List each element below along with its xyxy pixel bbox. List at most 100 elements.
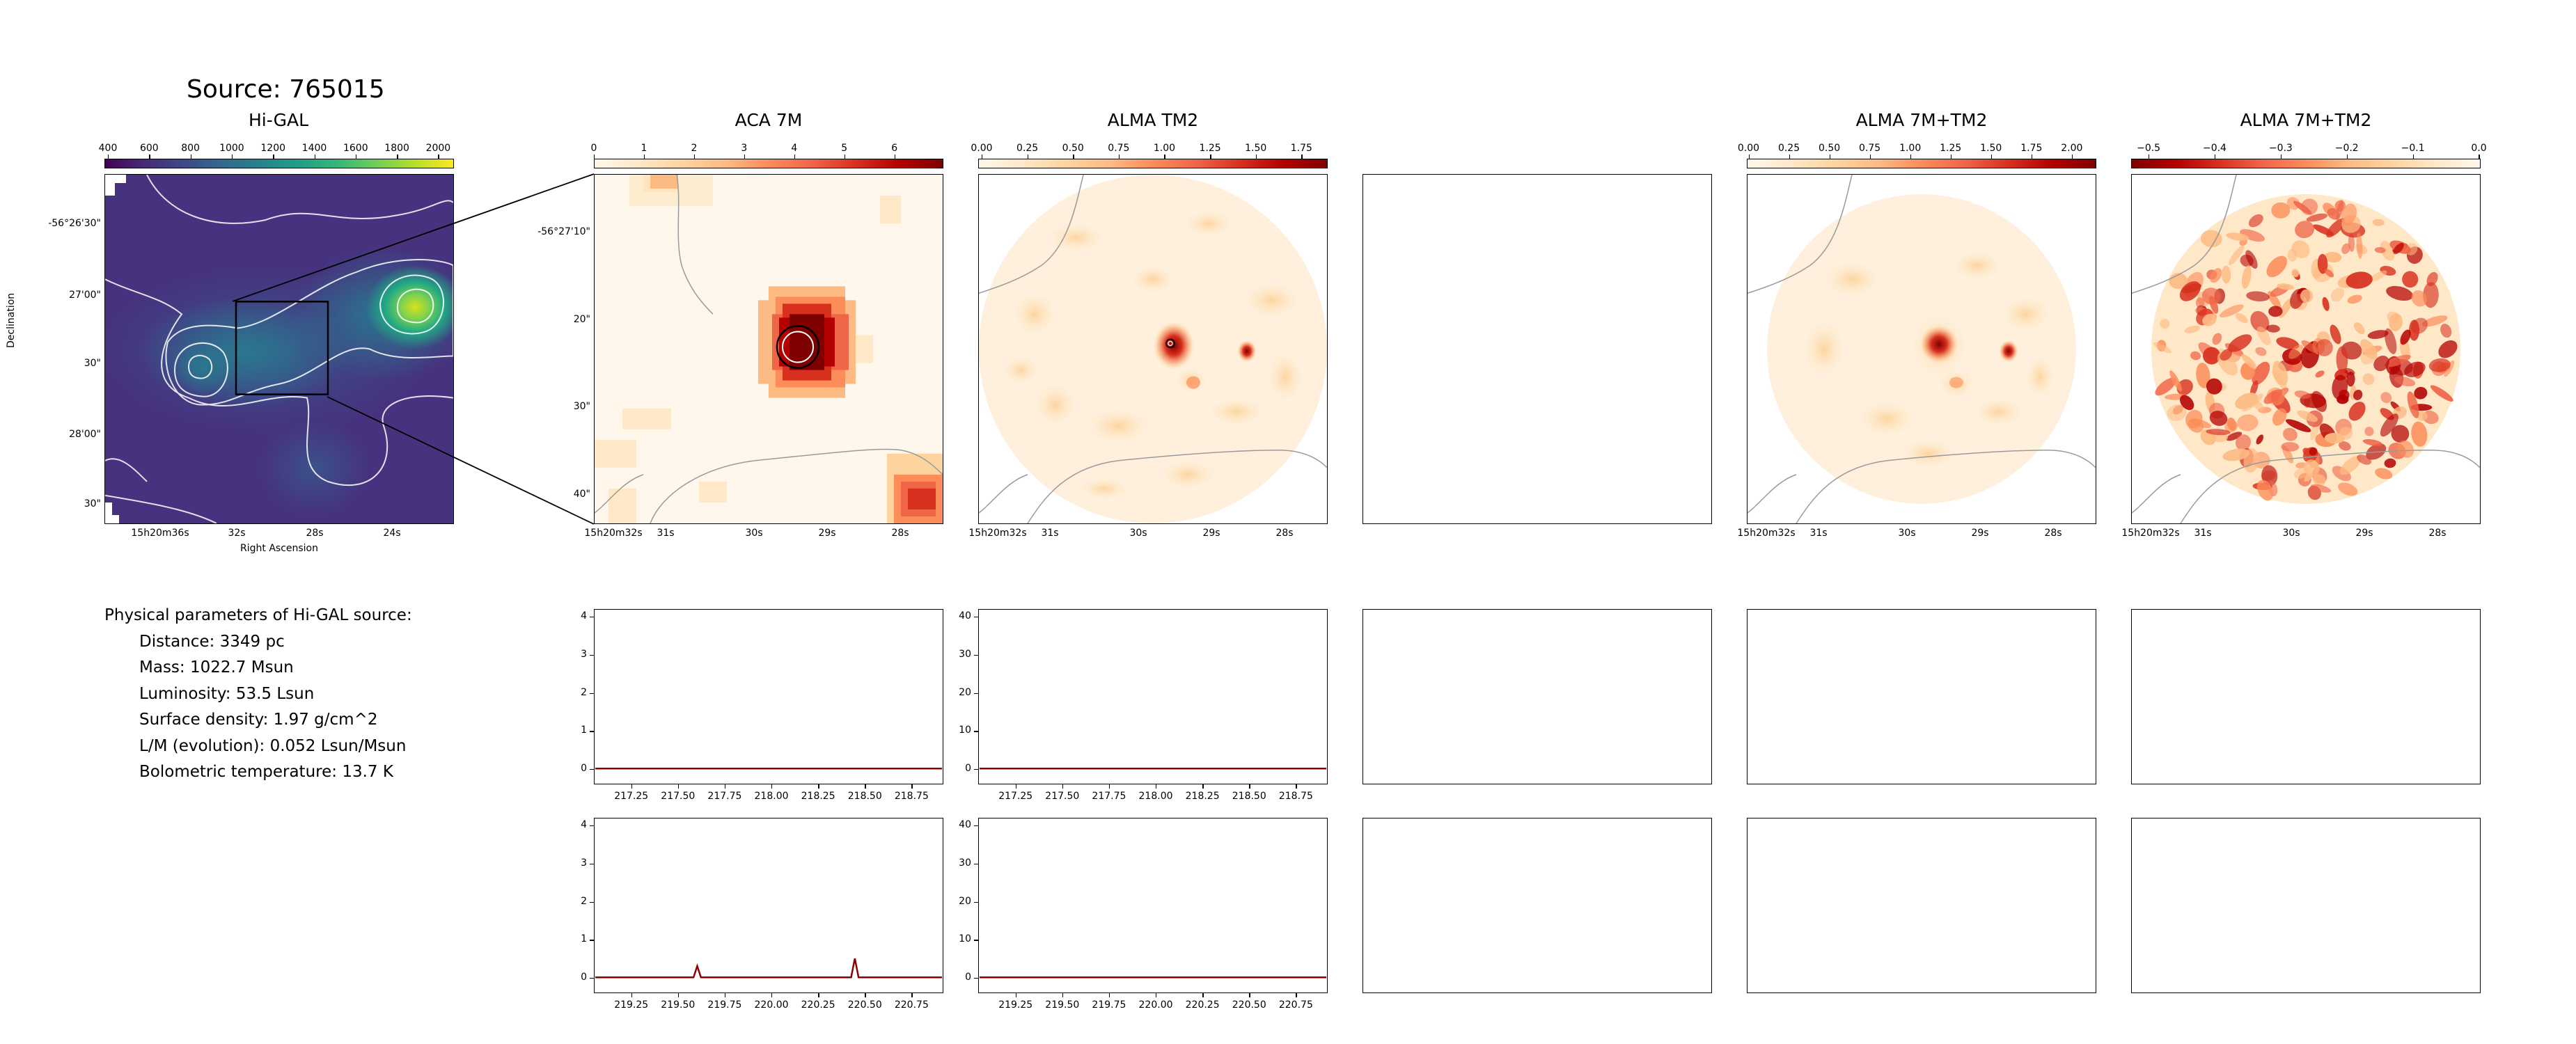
speckle-blob: [2209, 295, 2219, 314]
speckle-blob: [2250, 310, 2270, 333]
speckle-blob: [2313, 224, 2334, 236]
speckle-blob: [2301, 340, 2318, 353]
speckle-blob: [2367, 330, 2389, 339]
colorbar-tick-mark: [1869, 155, 1871, 159]
spectrum-x-tick-label: 218.50: [847, 791, 882, 802]
tm2-ra-tick: 29s: [1202, 528, 1220, 539]
colorbar-tick-label: 6: [891, 143, 898, 154]
speckle-blob: [2306, 213, 2328, 222]
colorbar-tick-mark: [149, 155, 150, 159]
speckle-blob: [2195, 297, 2205, 308]
colorbar-tick-label: 2.00: [2061, 143, 2083, 154]
speckle-blob: [2256, 434, 2264, 445]
speckle-blob: [2212, 333, 2222, 345]
spectrum-x-tick-mark: [677, 784, 680, 789]
speckle-blob: [2339, 455, 2362, 475]
aca7m-ra-tick: 30s: [745, 528, 763, 539]
spectrum-x-tick-label: 219.50: [661, 999, 696, 1011]
colorbar-tick-label: 1.00: [1899, 143, 1922, 154]
combo_neg-ra-tick: 28s: [2428, 528, 2447, 539]
colorbar-tick-mark: [693, 155, 696, 159]
spectrum-x-tick-label: 219.25: [614, 999, 649, 1011]
spectrum-x-tick-label: 217.25: [614, 791, 649, 802]
speckle-blob: [2281, 442, 2300, 452]
speckle-blob: [2324, 269, 2334, 278]
higal-xlabel: Right Ascension: [240, 543, 318, 554]
spectrum-x-tick-mark: [911, 993, 913, 997]
higal-ra-tick: 24s: [383, 528, 401, 539]
speckle-blob: [2220, 349, 2233, 361]
speckle-blob: [2295, 221, 2315, 239]
spectrum-y-tick-mark: [974, 978, 978, 979]
spectrum-x-tick-mark: [1249, 784, 1250, 789]
speckle-blob: [2337, 482, 2358, 496]
colorbar-tick-mark: [438, 155, 439, 159]
spectrum-y-tick-mark: [974, 654, 978, 656]
speckle-blob: [2167, 404, 2187, 421]
colorbar-tick-mark: [2280, 155, 2282, 159]
colorbar-tick-mark: [273, 155, 274, 159]
aca7m-map: [595, 175, 943, 523]
speckle-blob: [2252, 361, 2270, 386]
colorbar-tick-mark: [1301, 155, 1303, 159]
colorbar-tick-label: 600: [139, 143, 159, 154]
aca7m-dec-tick: -56°27'10": [537, 226, 590, 237]
spectrum-y-tick-label: 0: [965, 972, 971, 983]
speckle-blob: [2246, 291, 2270, 302]
spectrum-x-tick-mark: [1202, 993, 1204, 997]
speckle-blob: [2374, 247, 2386, 253]
combo-neg-title: ALMA 7M+TM2: [2240, 110, 2372, 130]
spectrum-plot: [979, 976, 1327, 979]
colorbar-tick-label: 800: [181, 143, 200, 154]
combo-neg-map: [2132, 175, 2480, 523]
colorbar-tick-label: 5: [841, 143, 848, 154]
speckle-blob: [2362, 438, 2382, 446]
colorbar-tick-label: 1.25: [1199, 143, 1221, 154]
speckle-blob: [2330, 287, 2345, 302]
physical-parameters: Physical parameters of Hi-GAL source: Di…: [104, 603, 412, 786]
aca7m-ra-tick: 28s: [891, 528, 909, 539]
colorbar-tick-label: 0.50: [1062, 143, 1084, 154]
speckle-blob: [2268, 306, 2283, 317]
colorbar-tick-label: 1.75: [1290, 143, 1312, 154]
aca7m-ra-tick: 29s: [818, 528, 836, 539]
spectrum-x-tick-mark: [677, 993, 680, 997]
spectrum-y-tick-label: 3: [581, 648, 587, 660]
speckle-blob: [2237, 414, 2259, 432]
speckle-blob: [2263, 389, 2283, 404]
colorbar-tick-label: −0.1: [2401, 143, 2425, 154]
spectrum-y-tick-label: 40: [959, 818, 971, 830]
spectrum-x-tick-label: 219.75: [707, 999, 742, 1011]
colorbar-tick-label: 1200: [260, 143, 286, 154]
spectrum-y-tick-mark: [974, 901, 978, 903]
speckle-blob: [2255, 347, 2267, 356]
speckle-blob: [2196, 362, 2210, 388]
spectrum-x-tick-label: 217.50: [1045, 791, 1080, 802]
speckle-blob: [2179, 281, 2201, 301]
param-luminosity: Luminosity: 53.5 Lsun: [139, 684, 315, 703]
param-lm: L/M (evolution): 0.052 Lsun/Msun: [139, 736, 407, 755]
spectrum-y-tick-label: 0: [581, 763, 587, 775]
speckle-blob: [2341, 243, 2350, 254]
speckle-blob: [2277, 283, 2295, 290]
spectrum-y-tick-mark: [590, 769, 594, 770]
speckle-blob: [2245, 250, 2258, 269]
speckle-blob: [2294, 390, 2311, 399]
combo-colorbar: [1747, 159, 2096, 168]
spectrum-y-tick-label: 1: [581, 933, 587, 945]
spectrum-x-tick-label: 217.75: [707, 791, 742, 802]
spectrum-y-tick-label: 4: [581, 610, 587, 622]
speckle-blob: [2250, 380, 2259, 397]
colorbar-tick-label: 1.00: [1153, 143, 1176, 154]
spectrum-x-tick-mark: [1249, 993, 1250, 997]
source-title: Source: 765015: [187, 75, 385, 104]
speckle-blob: [2428, 358, 2451, 372]
colorbar-tick-mark: [594, 155, 595, 159]
spectrum-x-tick-mark: [911, 784, 913, 789]
speckle-blob: [2411, 421, 2428, 447]
speckle-blob: [2384, 458, 2396, 468]
speckle-blob: [2235, 393, 2259, 409]
speckle-blob: [2315, 339, 2333, 356]
speckle-blob: [2353, 389, 2363, 400]
aca7m-title: ACA 7M: [735, 110, 803, 130]
